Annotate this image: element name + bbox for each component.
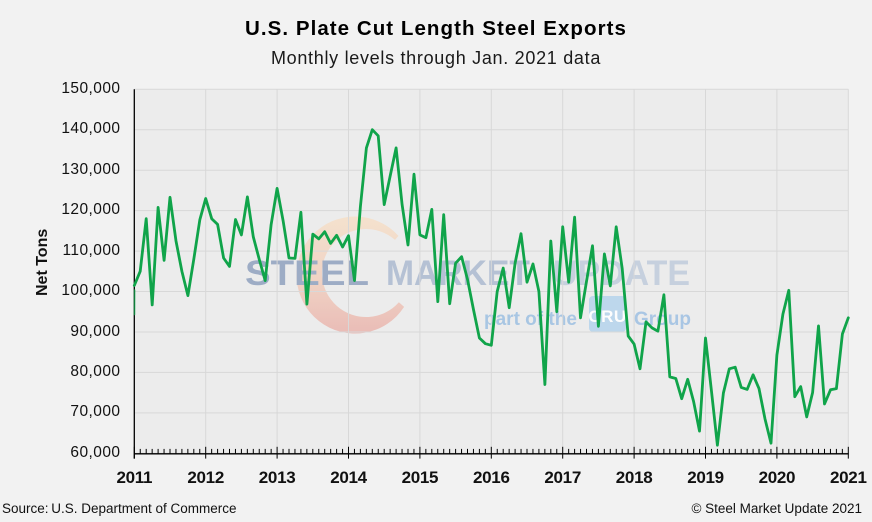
svg-text:CRU: CRU — [588, 307, 626, 326]
svg-text:Group: Group — [634, 309, 691, 330]
svg-text:part of the: part of the — [484, 309, 577, 330]
